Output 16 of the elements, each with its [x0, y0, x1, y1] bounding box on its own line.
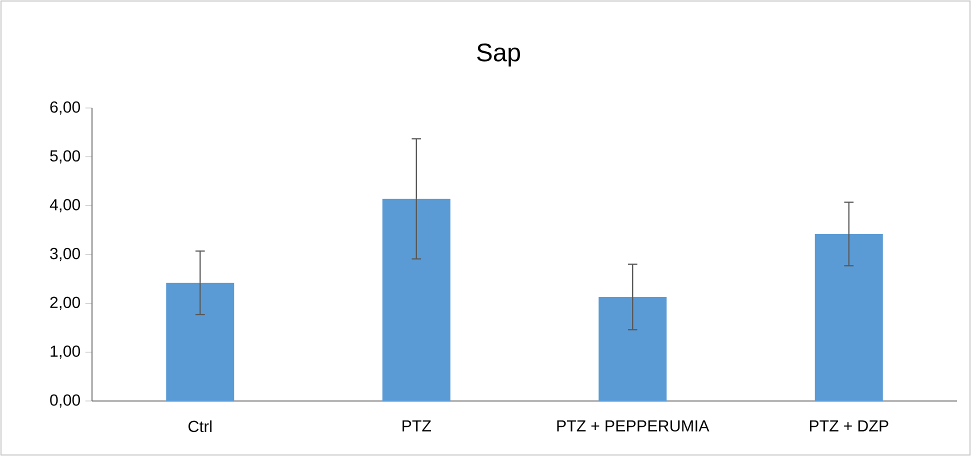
x-tick-label: PTZ	[402, 420, 431, 432]
y-tick-label: 6,00	[50, 101, 80, 115]
y-tick-label: 0,00	[50, 394, 80, 408]
chart-title: Sap	[477, 44, 520, 66]
y-tick-label: 3,00	[50, 248, 80, 262]
bar	[598, 296, 667, 401]
y-tick-label: 1,00	[50, 346, 80, 359]
y-tick-label: 4,00	[50, 199, 80, 212]
bar	[382, 198, 450, 401]
x-tick-label: PTZ + DZP	[810, 420, 888, 432]
y-tick-label: 5,00	[50, 150, 80, 164]
x-tick-label: Ctrl	[188, 420, 212, 432]
bar	[166, 282, 234, 401]
x-tick-label: PTZ + PEPPERUMIA	[557, 420, 710, 432]
y-tick-label: 2,00	[50, 296, 80, 310]
bar	[814, 234, 883, 401]
